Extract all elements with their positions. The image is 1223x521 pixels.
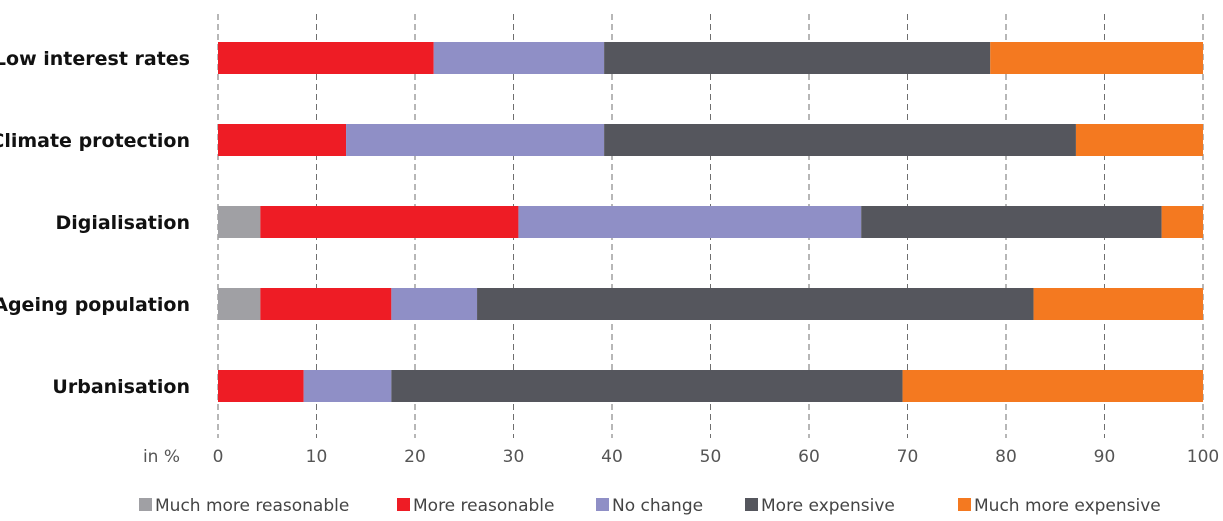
bar-segment — [1161, 206, 1203, 238]
category-label: Low interest rates — [0, 48, 190, 70]
bar-segment — [1033, 288, 1203, 320]
bar-segment — [391, 288, 478, 320]
legend-swatch — [958, 498, 971, 511]
legend-swatch — [139, 498, 152, 511]
bar-segment — [861, 206, 1162, 238]
bar-segment — [391, 370, 903, 402]
x-tick-label: 0 — [213, 447, 224, 467]
legend-label: No change — [612, 496, 703, 516]
bar-segment — [604, 42, 991, 74]
legend-item: More reasonable — [397, 496, 554, 516]
legend-item: Much more expensive — [958, 496, 1161, 516]
x-tick-label: 70 — [897, 447, 919, 467]
legend-label: Much more expensive — [974, 496, 1161, 516]
bar-segment — [902, 370, 1203, 402]
legend-item: More expensive — [745, 496, 895, 516]
bar-segment — [604, 124, 1076, 156]
legend-label: More reasonable — [413, 496, 554, 516]
bar-segment — [1075, 124, 1203, 156]
legend: Much more reasonable More reasonable No ch… — [139, 496, 1161, 516]
x-tick-label: 40 — [601, 447, 623, 467]
bar-segment — [303, 370, 392, 402]
bar-segment — [218, 288, 261, 320]
bar-segment — [433, 42, 605, 74]
bar-segment — [477, 288, 1034, 320]
bar-segment — [218, 124, 347, 156]
bar-segment — [260, 206, 519, 238]
x-tick-label: 90 — [1094, 447, 1116, 467]
bar-segment — [990, 42, 1203, 74]
bar-segment — [260, 288, 392, 320]
x-tick-label: 100 — [1187, 447, 1219, 467]
x-axis-ticks: in % 0 10 20 30 40 50 60 70 80 90 100 — [143, 447, 1219, 467]
category-label: Urbanisation — [52, 376, 190, 398]
legend-label: Much more reasonable — [155, 496, 349, 516]
legend-item: No change — [596, 496, 703, 516]
bar-segment — [218, 370, 304, 402]
bar-segment — [518, 206, 862, 238]
category-label: Ageing population — [0, 294, 190, 316]
legend-swatch — [745, 498, 758, 511]
legend-label: More expensive — [761, 496, 895, 516]
legend-swatch — [596, 498, 609, 511]
bar-segment — [346, 124, 605, 156]
x-axis-unit-label: in % — [143, 447, 180, 467]
legend-item: Much more reasonable — [139, 496, 349, 516]
x-tick-label: 60 — [798, 447, 820, 467]
bars — [218, 42, 1203, 402]
bar-segment — [218, 206, 261, 238]
category-label: Climate protection — [0, 130, 190, 152]
legend-swatch — [397, 498, 410, 511]
x-tick-label: 50 — [700, 447, 722, 467]
bar-segment — [218, 42, 434, 74]
category-label: Digialisation — [55, 212, 190, 234]
category-labels: Low interest rates Climate protection Digi… — [0, 48, 190, 398]
x-tick-label: 30 — [503, 447, 525, 467]
x-tick-label: 10 — [306, 447, 328, 467]
x-tick-label: 20 — [404, 447, 426, 467]
x-tick-label: 80 — [995, 447, 1017, 467]
